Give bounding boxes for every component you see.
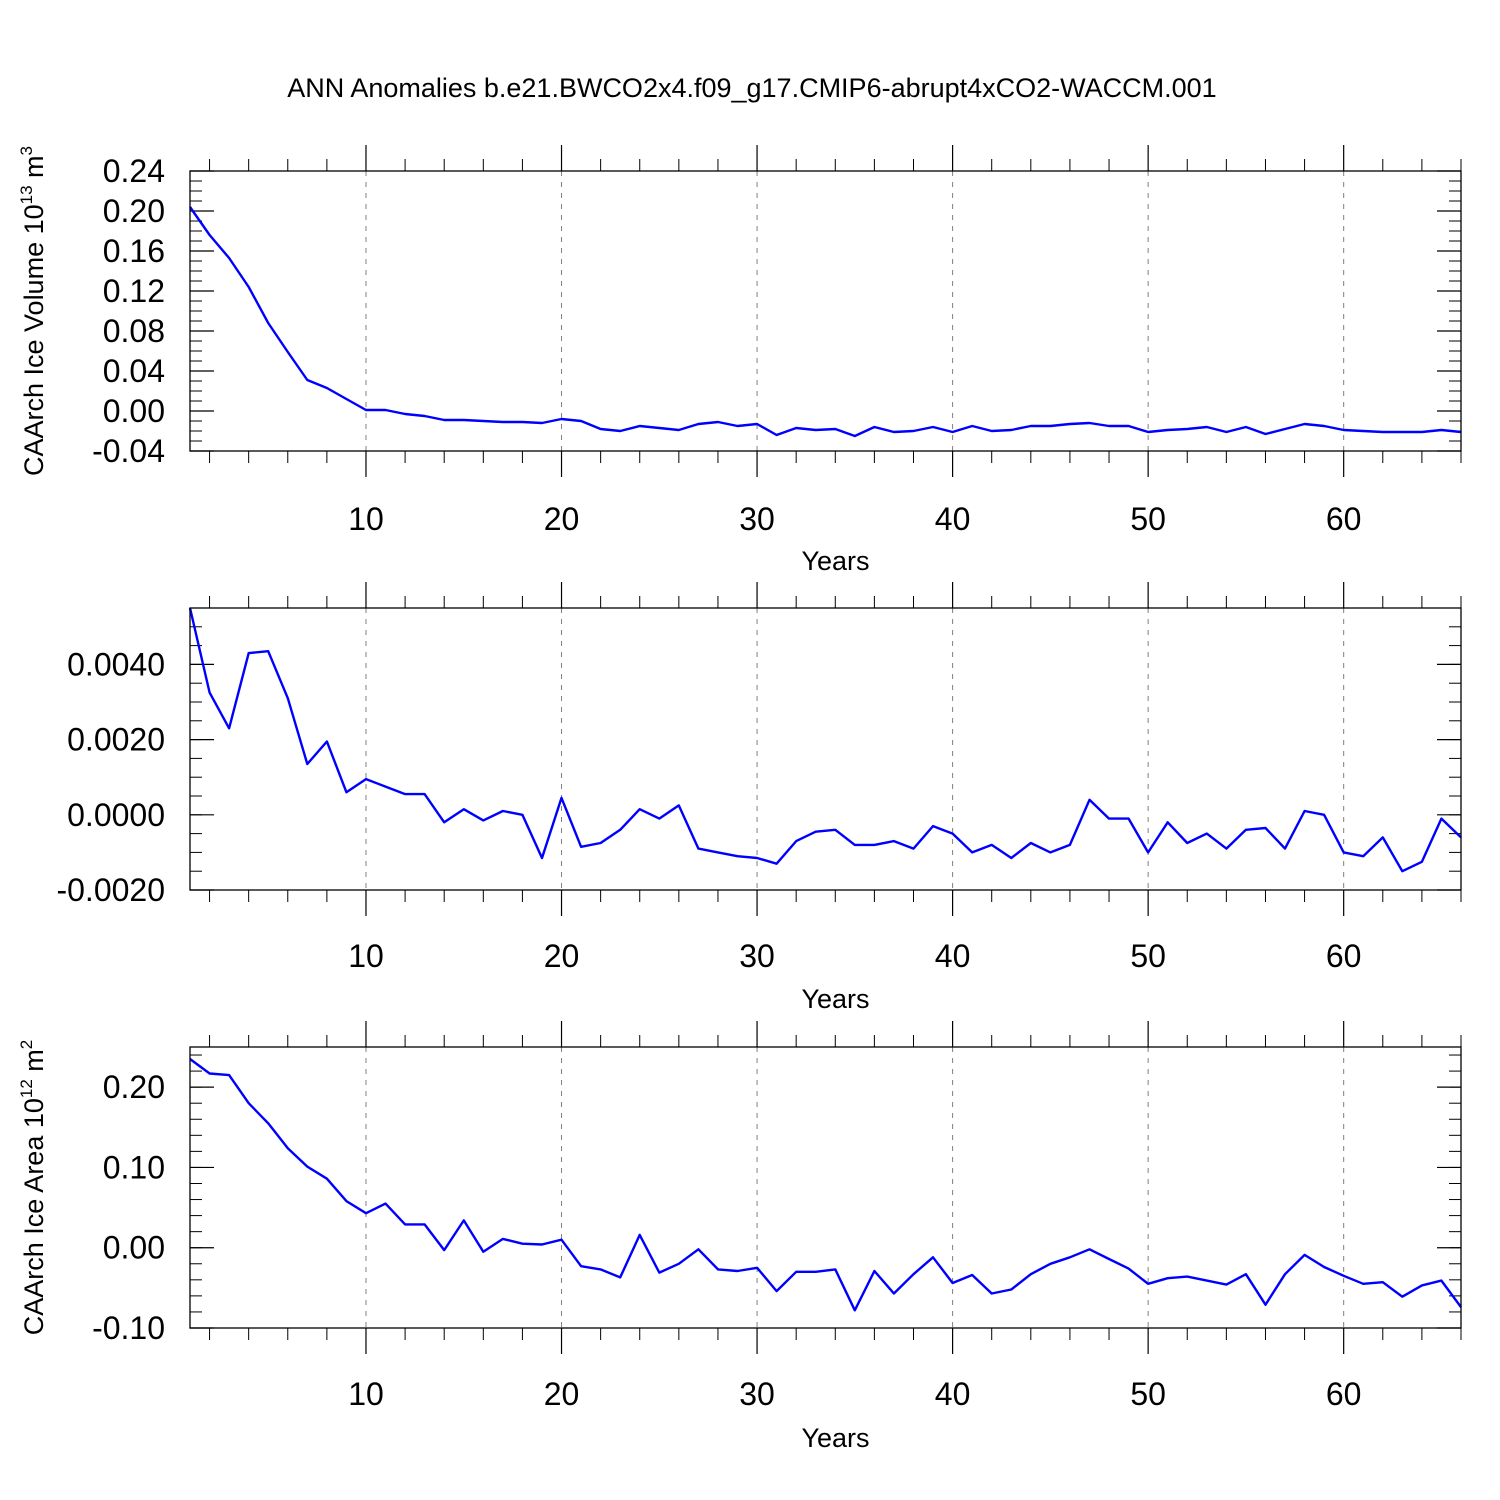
- y-axis-label: CAArch Ice Area 1012 m2: [17, 1040, 49, 1336]
- y-tick-label: 0.08: [103, 313, 165, 349]
- y-tick-label: 0.20: [103, 193, 165, 229]
- x-tick-label: 10: [348, 1376, 384, 1412]
- y-tick-label: 0.0000: [67, 797, 165, 833]
- x-axis-label: Years: [801, 1423, 869, 1453]
- y-tick-label: 0.00: [103, 1230, 165, 1266]
- x-tick-label: 10: [348, 938, 384, 974]
- plot-frame: [189, 170, 1462, 452]
- x-axis-label: Years: [801, 546, 869, 576]
- x-tick-label: 40: [935, 1376, 971, 1412]
- y-label-unit: m: [19, 155, 49, 185]
- y-label-unit-exponent: 3: [17, 146, 36, 155]
- y-tick-label: 0.20: [103, 1069, 165, 1105]
- y-axis-label: CAArch Ice Volume 1013 m3: [17, 146, 49, 476]
- x-tick-label: 40: [935, 501, 971, 537]
- y-tick-label: -0.10: [92, 1310, 165, 1346]
- x-tick-label: 10: [348, 501, 384, 537]
- figure-title: ANN Anomalies b.e21.BWCO2x4.f09_g17.CMIP…: [287, 73, 1216, 103]
- x-tick-label: 30: [739, 938, 775, 974]
- ice-volume-panel: 10 20 30 40 50 60 -0.04 0.00 0.04 0.08 0.12 0.16 0.2…: [17, 145, 1462, 576]
- x-tick-label: 20: [544, 501, 580, 537]
- x-axis-label: Years: [801, 984, 869, 1014]
- x-tick-label: 40: [935, 938, 971, 974]
- y-tick-label: 0.10: [103, 1149, 165, 1185]
- x-tick-label: 20: [544, 1376, 580, 1412]
- ice-area-series-line: [189, 1058, 1462, 1312]
- x-tick-label: 50: [1130, 1376, 1166, 1412]
- y-tick-label: 0.0020: [67, 722, 165, 758]
- y-tick-label: 0.0040: [67, 646, 165, 682]
- y-label-base: CAArch Ice Area 10: [19, 1098, 49, 1335]
- x-tick-label: 30: [739, 501, 775, 537]
- x-tick-label: 60: [1326, 1376, 1362, 1412]
- y-label-exponent: 13: [17, 185, 36, 204]
- x-tick-label: 30: [739, 1376, 775, 1412]
- plot-frame: [189, 607, 1462, 891]
- ice-area-panel: 10 20 30 40 50 60 -0.10 0.00 0.10 0.20 Years CAArch…: [17, 1021, 1462, 1453]
- y-tick-label: 0.24: [103, 153, 165, 189]
- y-label-unit-exponent: 2: [17, 1040, 36, 1049]
- snow-volume-series-line: [188, 607, 1462, 873]
- y-tick-label: 0.16: [103, 233, 165, 269]
- y-label-base: CAArch Ice Volume 10: [19, 204, 49, 476]
- y-tick-label: 0.04: [103, 353, 165, 389]
- y-tick-label: 0.00: [103, 393, 165, 429]
- snow-volume-panel: 10 20 30 40 50 60 -0.0020 0.0000 0.0020 0.0040 Yea…: [56, 582, 1462, 1014]
- y-tick-label: 0.12: [103, 273, 165, 309]
- plot-frame: [189, 1046, 1462, 1329]
- y-tick-label: -0.04: [92, 433, 165, 469]
- y-tick-label: -0.0020: [56, 872, 165, 908]
- y-label-exponent: 12: [17, 1079, 36, 1098]
- x-tick-label: 50: [1130, 501, 1166, 537]
- ice-volume-series-line: [189, 206, 1462, 438]
- x-tick-label: 20: [544, 938, 580, 974]
- x-tick-label: 50: [1130, 938, 1166, 974]
- x-tick-label: 60: [1326, 938, 1362, 974]
- x-tick-label: 60: [1326, 501, 1362, 537]
- y-label-unit: m: [19, 1049, 49, 1079]
